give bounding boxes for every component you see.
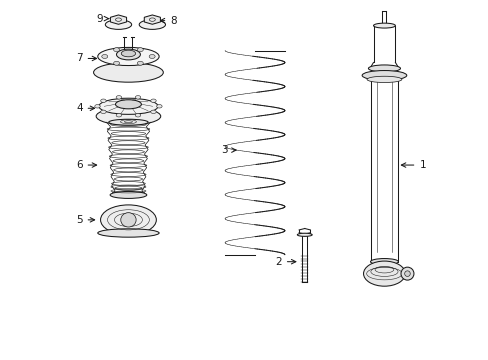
Ellipse shape [156,104,162,108]
Ellipse shape [99,98,158,114]
Ellipse shape [102,54,107,58]
Text: 1: 1 [401,160,425,170]
Ellipse shape [370,258,398,265]
Text: 2: 2 [275,257,295,267]
Ellipse shape [150,110,156,113]
Ellipse shape [366,76,401,82]
Ellipse shape [135,113,141,117]
Circle shape [400,267,413,280]
Text: 8: 8 [160,15,177,26]
Polygon shape [110,15,126,24]
Ellipse shape [101,205,156,235]
Ellipse shape [373,23,395,28]
Ellipse shape [113,48,120,52]
Ellipse shape [121,213,136,227]
Ellipse shape [101,110,106,113]
Ellipse shape [139,20,165,30]
Polygon shape [144,15,160,24]
Text: 4: 4 [76,103,95,113]
Ellipse shape [101,99,106,103]
Ellipse shape [149,54,155,58]
Ellipse shape [121,50,135,57]
Text: 6: 6 [76,160,97,170]
Text: 7: 7 [76,54,97,63]
Ellipse shape [363,261,405,286]
Ellipse shape [137,48,143,52]
Text: 5: 5 [76,215,95,225]
Ellipse shape [116,96,122,99]
Circle shape [404,271,409,276]
Ellipse shape [93,63,163,82]
Text: 9: 9 [96,14,108,24]
Ellipse shape [116,113,122,117]
Ellipse shape [115,100,141,109]
Ellipse shape [98,229,159,237]
Ellipse shape [150,99,156,103]
Ellipse shape [95,104,100,108]
Ellipse shape [108,119,148,125]
Ellipse shape [116,49,140,60]
Text: 3: 3 [221,145,236,155]
Ellipse shape [110,192,146,198]
Ellipse shape [105,20,131,30]
Ellipse shape [137,61,143,65]
Ellipse shape [367,65,400,72]
Ellipse shape [96,108,161,125]
Ellipse shape [135,96,141,99]
Ellipse shape [362,71,406,80]
Ellipse shape [113,61,120,65]
Ellipse shape [297,233,311,237]
Ellipse shape [98,48,159,66]
